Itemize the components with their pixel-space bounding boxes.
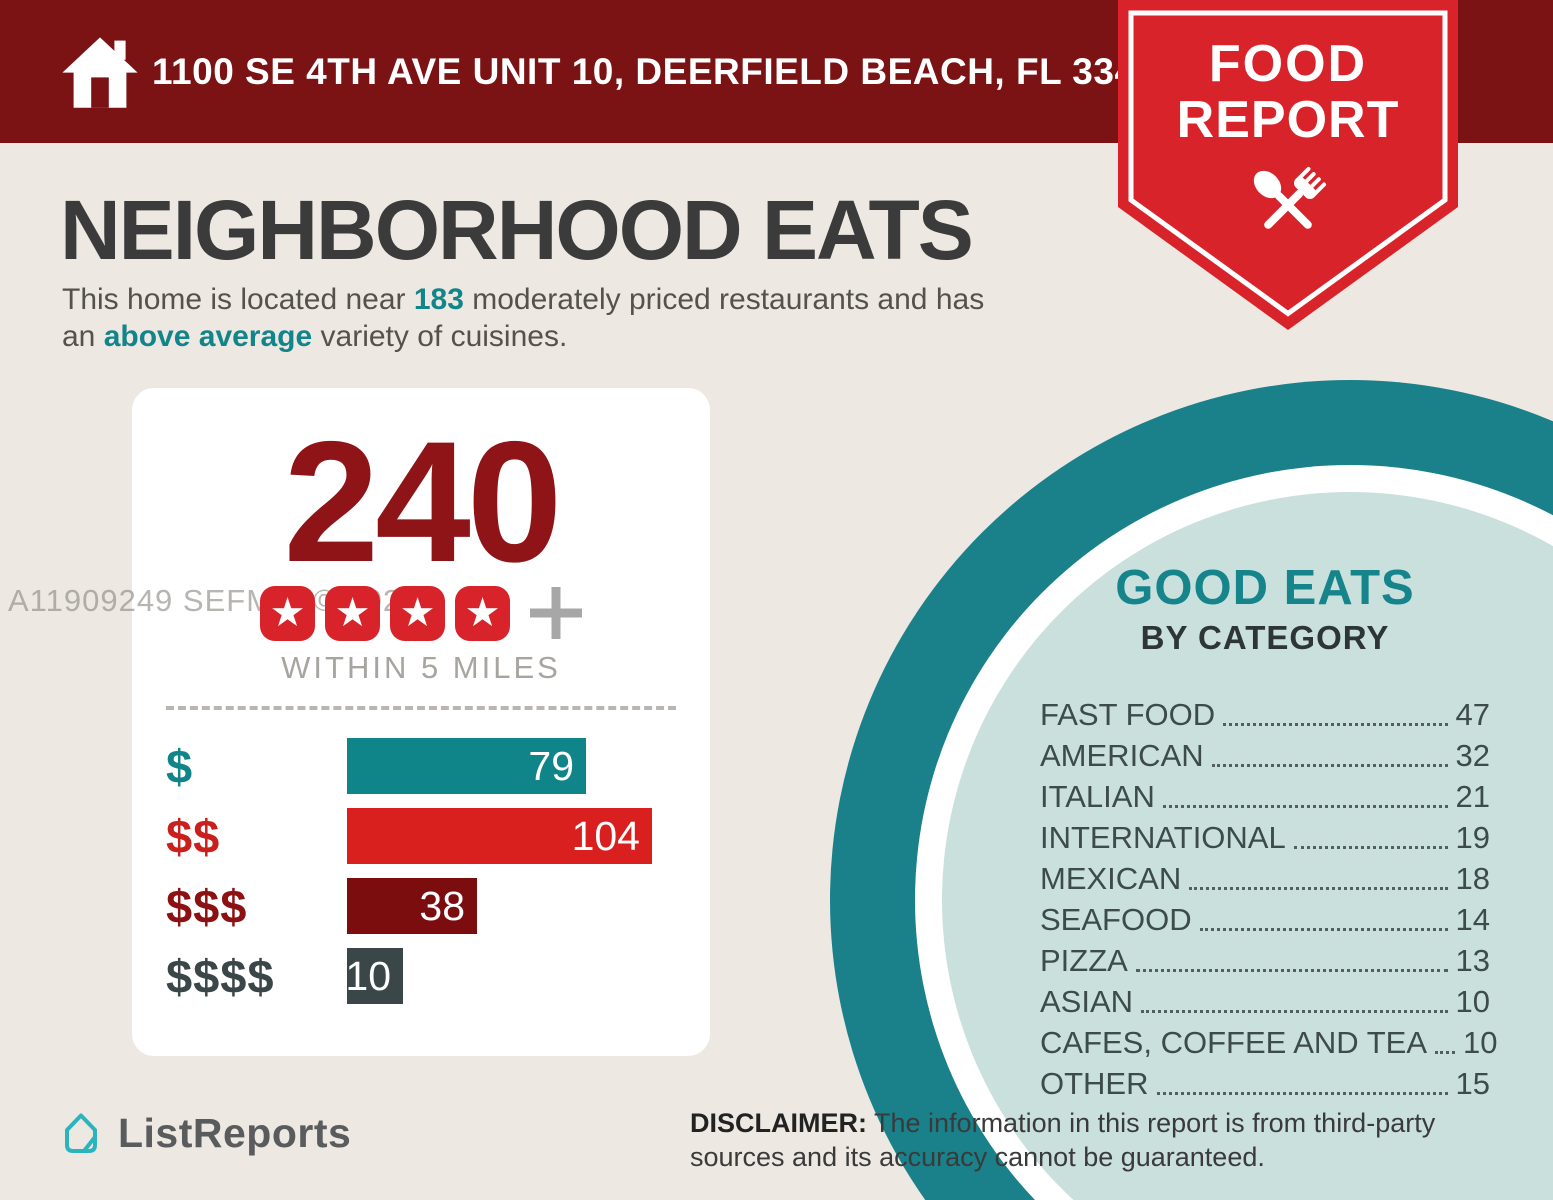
category-row: FAST FOOD 47 xyxy=(1040,697,1490,733)
dotted-leader xyxy=(1293,846,1448,849)
stats-card: 240 ★ ★ ★ ★ WITHIN 5 MILES $79 $$ 104 $$$ 38 $$$… xyxy=(132,388,710,1056)
star-icon: ★ xyxy=(455,585,510,641)
price-bar: 79 xyxy=(347,738,586,794)
divider-dashed xyxy=(166,706,676,710)
price-bar: 38 xyxy=(347,878,477,934)
price-bar-value: 10 xyxy=(345,952,391,999)
price-tier-label: $ xyxy=(166,739,194,793)
category-count: 32 xyxy=(1455,738,1490,773)
category-name: ITALIAN xyxy=(1040,779,1155,814)
category-row: ITALIAN 21 xyxy=(1040,779,1490,815)
category-row: CAFES, COFFEE AND TEA 10 xyxy=(1040,1025,1498,1061)
category-row: ASIAN 10 xyxy=(1040,984,1490,1020)
category-name: AMERICAN xyxy=(1040,738,1204,773)
category-count: 10 xyxy=(1455,984,1490,1019)
badge-title-line1: FOOD xyxy=(1208,35,1368,93)
category-count: 13 xyxy=(1455,943,1490,978)
star-icon: ★ xyxy=(325,585,380,641)
category-count: 19 xyxy=(1455,820,1490,855)
subtitle-text-2: moderately priced restaurants and has an xyxy=(62,283,985,353)
plus-icon xyxy=(530,587,582,639)
category-row: PIZZA 13 xyxy=(1040,943,1490,979)
category-name: FAST FOOD xyxy=(1040,697,1216,732)
dotted-leader xyxy=(1189,887,1448,890)
restaurant-count-inline: 183 xyxy=(413,283,464,316)
category-count: 18 xyxy=(1455,861,1490,896)
dotted-leader xyxy=(1211,764,1448,767)
star-icon: ★ xyxy=(260,585,315,641)
price-bar: 104 xyxy=(347,808,652,864)
radius-caption: WITHIN 5 MILES xyxy=(281,650,561,685)
price-bar: 10 xyxy=(345,948,403,1004)
dotted-leader xyxy=(1199,928,1448,931)
brand-footer: ListReports xyxy=(56,1108,351,1158)
badge-title-line2: REPORT xyxy=(1176,91,1400,149)
subtitle-text-1: This home is located near xyxy=(62,283,414,316)
category-count: 10 xyxy=(1463,1025,1498,1060)
price-bar-row: $$$ 38 xyxy=(166,878,686,934)
price-bar-row: $$ 104 xyxy=(166,808,686,864)
category-name: SEAFOOD xyxy=(1040,902,1192,937)
food-report-badge: FOOD REPORT xyxy=(1118,0,1458,332)
category-row: INTERNATIONAL 19 xyxy=(1040,820,1490,856)
property-address: 1100 SE 4TH AVE UNIT 10, DEERFIELD BEACH… xyxy=(152,51,1178,92)
category-name: INTERNATIONAL xyxy=(1040,820,1286,855)
good-eats-subtitle: BY CATEGORY xyxy=(1140,619,1390,656)
category-name: CAFES, COFFEE AND TEA xyxy=(1040,1025,1428,1060)
brand-name: ListReports xyxy=(118,1109,352,1156)
category-count: 14 xyxy=(1455,902,1490,937)
price-bar-row: $$$$ 10 xyxy=(166,948,686,1004)
category-row: AMERICAN 32 xyxy=(1040,738,1490,774)
dotted-leader xyxy=(1162,805,1448,808)
price-bar-value: 104 xyxy=(571,812,640,859)
category-count: 21 xyxy=(1455,779,1490,814)
variety-highlight: above average xyxy=(103,320,313,353)
category-name: PIZZA xyxy=(1040,943,1128,978)
category-list: FAST FOOD 47 AMERICAN 32 ITALIAN 21 INTERNATIO… xyxy=(1040,697,1498,1102)
badge-ribbon-shape xyxy=(1118,0,1458,330)
star-icon: ★ xyxy=(390,585,445,641)
disclaimer: DISCLAIMER: The information in this repo… xyxy=(690,1106,1510,1174)
listreports-logo-icon xyxy=(65,1113,97,1153)
price-bar-chart: $79 $$ 104 $$$ 38 $$$$ 10 xyxy=(166,738,686,1018)
category-count: 15 xyxy=(1455,1066,1490,1101)
home-icon xyxy=(62,37,138,108)
category-row: MEXICAN 18 xyxy=(1040,861,1490,897)
subtitle-text-3: variety of cuisines. xyxy=(312,320,568,353)
page-subtitle: This home is located near 183 moderately… xyxy=(62,281,1022,355)
category-row: OTHER 15 xyxy=(1040,1066,1490,1102)
disclaimer-text: The information in this report is from t… xyxy=(690,1108,1436,1172)
dotted-leader xyxy=(1156,1092,1448,1095)
category-name: MEXICAN xyxy=(1040,861,1182,896)
price-bar-row: $79 xyxy=(166,738,686,794)
price-bar-value: 38 xyxy=(419,882,465,929)
dotted-leader xyxy=(1141,1010,1448,1013)
category-row: SEAFOOD 14 xyxy=(1040,902,1490,938)
page-title: NEIGHBORHOOD EATS xyxy=(60,183,974,277)
rating-stars-row: ★ ★ ★ ★ xyxy=(132,584,710,642)
dotted-leader xyxy=(1223,723,1448,726)
price-tier-label: $$$ xyxy=(166,879,248,933)
restaurant-total-count: 240 xyxy=(283,406,563,598)
category-name: OTHER xyxy=(1040,1066,1149,1101)
good-eats-panel: GOOD EATS BY CATEGORY FAST FOOD 47 AMERICA… xyxy=(1040,560,1498,1107)
price-tier-label: $$$$ xyxy=(166,949,275,1003)
price-bar-value: 79 xyxy=(528,742,574,789)
spoon-and-fork-icon xyxy=(1253,166,1327,229)
category-count: 47 xyxy=(1455,697,1490,732)
good-eats-title: GOOD EATS xyxy=(1115,561,1415,615)
price-tier-label: $$ xyxy=(166,809,221,863)
disclaimer-label: DISCLAIMER: xyxy=(690,1108,867,1138)
dotted-leader xyxy=(1135,969,1448,972)
dotted-leader xyxy=(1435,1051,1456,1054)
category-name: ASIAN xyxy=(1040,984,1134,1019)
